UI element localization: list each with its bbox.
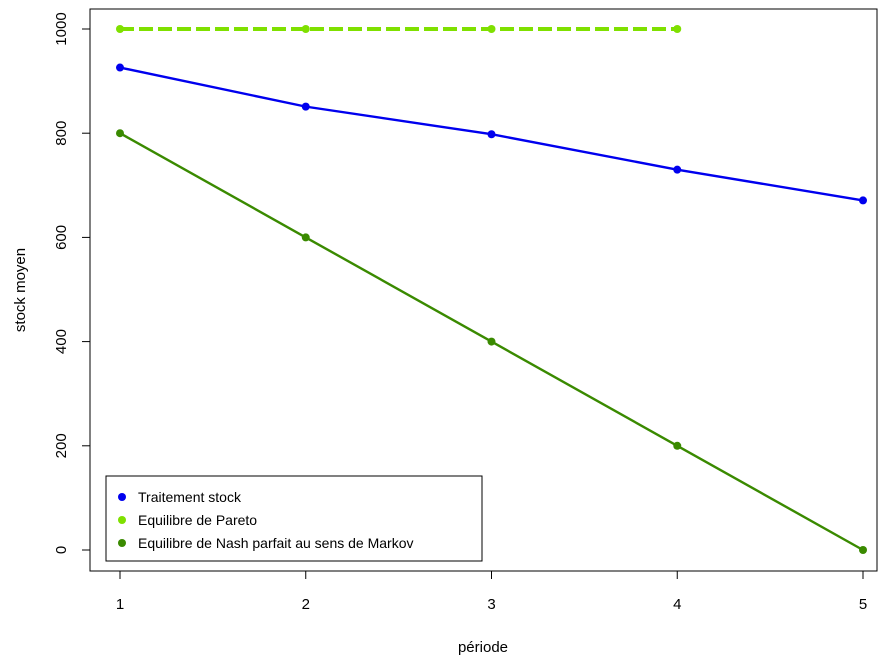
data-point	[487, 337, 496, 346]
x-tick-label: 5	[859, 596, 867, 613]
data-point	[116, 63, 124, 72]
series-3	[116, 129, 867, 554]
legend-marker	[118, 493, 126, 501]
x-tick-label: 2	[302, 596, 310, 613]
legend: Traitement stock Equilibre de Pareto Equil…	[105, 475, 483, 562]
legend-entry: Equilibre de Nash parfait au sens de Mar…	[138, 535, 413, 551]
data-point	[116, 25, 124, 33]
legend-entry: Equilibre de Pareto	[138, 512, 257, 528]
y-tick-label: 800	[53, 121, 70, 146]
data-point	[301, 233, 310, 242]
x-tick-label: 4	[673, 596, 681, 613]
data-point	[301, 25, 310, 33]
y-tick-label: 600	[53, 225, 70, 250]
x-axis: 1 2 3 4 5	[116, 570, 867, 613]
data-point	[116, 129, 124, 138]
x-tick-label: 3	[487, 596, 495, 613]
data-point	[859, 196, 867, 205]
data-point	[673, 165, 682, 174]
series-layer	[116, 25, 867, 554]
y-axis: 0 200 400 600 800 1000	[53, 12, 91, 554]
series-1	[116, 63, 867, 205]
x-tick-label: 1	[116, 596, 124, 613]
legend-marker	[118, 539, 126, 547]
y-tick-label: 1000	[53, 12, 70, 45]
legend-entry: Traitement stock	[138, 489, 242, 505]
data-point	[301, 102, 310, 111]
series-2	[116, 25, 682, 33]
y-tick-label: 0	[53, 546, 70, 554]
x-axis-label: période	[458, 639, 508, 656]
legend-marker	[118, 516, 126, 524]
y-tick-label: 400	[53, 329, 70, 354]
data-point	[673, 441, 682, 450]
data-point	[487, 25, 496, 33]
data-point	[487, 130, 496, 139]
legend-box	[105, 475, 483, 562]
data-point	[859, 546, 867, 554]
y-axis-label: stock moyen	[12, 248, 29, 332]
y-tick-label: 200	[53, 433, 70, 458]
data-point	[673, 25, 682, 33]
